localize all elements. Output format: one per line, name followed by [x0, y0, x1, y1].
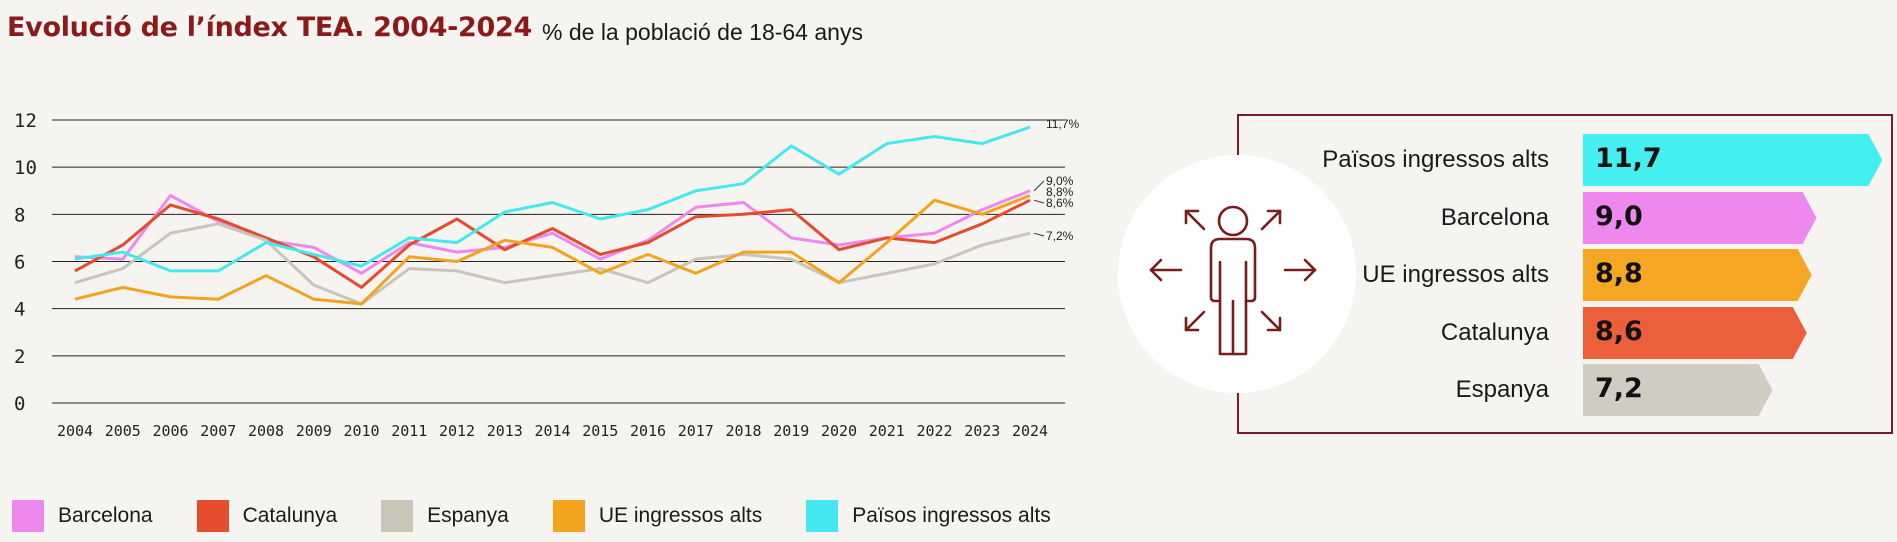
bar — [1583, 306, 1807, 359]
bar-value-label: 8,6 — [1595, 315, 1643, 347]
x-tick-label: 2008 — [248, 422, 284, 440]
bar-shape — [1583, 306, 1807, 359]
y-tick-label: 8 — [14, 204, 25, 226]
end-label-leader — [1033, 180, 1045, 192]
legend-label: Barcelona — [58, 504, 153, 527]
bar-value-label: 8,8 — [1595, 258, 1643, 289]
legend-swatch — [196, 500, 229, 532]
series-line — [74, 125, 1031, 273]
bar-category-label: Espanya — [1455, 376, 1549, 403]
legend-item: Països ingressos alts — [806, 500, 1051, 532]
legend-item: UE ingressos alts — [552, 500, 763, 532]
x-tick-label: 2024 — [1012, 422, 1048, 440]
x-tick-label: 2010 — [343, 422, 379, 440]
bar — [1583, 134, 1883, 186]
y-tick-label: 10 — [14, 157, 37, 179]
bar-shape — [1583, 191, 1817, 244]
series-line — [74, 194, 1031, 306]
bar-row: Barcelona 9,0 — [1247, 191, 1887, 244]
bar — [1583, 364, 1773, 416]
x-tick-label: 2011 — [391, 422, 427, 440]
bar-row: Països ingressos alts 11,7 — [1247, 134, 1887, 186]
end-value-label: 8,8% — [1046, 185, 1074, 199]
bar-category-label: Països ingressos alts — [1322, 146, 1549, 173]
series-line — [74, 222, 1031, 306]
end-label-leader — [1033, 232, 1045, 237]
chart-title: Evolució de l’índex TEA. 2004-2024 — [7, 12, 532, 43]
x-tick-label: 2021 — [869, 422, 905, 440]
end-value-label: 8,6% — [1046, 196, 1074, 210]
x-tick-label: 2009 — [296, 422, 332, 440]
bar-row: Espanya 7,2 — [1247, 364, 1887, 416]
end-value-label: 9,0% — [1046, 174, 1074, 188]
end-value-label: 7,2% — [1046, 229, 1074, 243]
y-tick-label: 0 — [14, 393, 25, 415]
x-tick-label: 2023 — [964, 422, 1000, 440]
bar-row: UE ingressos alts 8,8 — [1247, 249, 1887, 301]
x-tick-label: 2019 — [773, 422, 809, 440]
legend-label: Països ingressos alts — [852, 504, 1051, 527]
x-tick-label: 2007 — [200, 422, 236, 440]
bar-value-label: 11,7 — [1595, 143, 1662, 174]
legend-label: UE ingressos alts — [598, 504, 763, 527]
x-tick-label: 2020 — [821, 422, 857, 440]
bar-value-label: 9,0 — [1595, 200, 1643, 232]
legend-swatch — [381, 500, 414, 532]
bar-value-label: 7,2 — [1595, 373, 1643, 404]
x-tick-label: 2015 — [582, 422, 618, 440]
x-tick-label: 2016 — [630, 422, 666, 440]
legend-item: Catalunya — [196, 500, 338, 532]
x-tick-label: 2018 — [725, 422, 761, 440]
person-with-arrows-icon — [1149, 205, 1317, 356]
bar-category-label: Barcelona — [1440, 203, 1549, 231]
bar — [1583, 191, 1817, 244]
x-tick-label: 2022 — [916, 422, 952, 440]
bar — [1583, 249, 1812, 301]
x-tick-label: 2013 — [487, 422, 523, 440]
y-tick-label: 4 — [14, 299, 25, 321]
y-tick-label: 2 — [14, 346, 25, 368]
x-tick-label: 2005 — [105, 422, 141, 440]
x-tick-label: 2006 — [152, 422, 188, 440]
bar-shape — [1583, 249, 1812, 301]
bar-category-label: UE ingressos alts — [1362, 261, 1549, 288]
bar-category-label: Catalunya — [1440, 318, 1549, 346]
legend-swatch — [552, 500, 585, 532]
legend-label: Espanya — [427, 504, 509, 527]
x-tick-label: 2012 — [439, 422, 475, 440]
y-tick-label: 6 — [14, 252, 25, 274]
y-tick-label: 12 — [14, 110, 37, 132]
bar-shape — [1583, 364, 1773, 416]
bar-row: Catalunya 8,6 — [1247, 306, 1887, 359]
end-value-label: 11,7% — [1046, 117, 1079, 131]
chart-subtitle: % de la població de 18-64 anys — [542, 19, 863, 45]
x-tick-label: 2017 — [678, 422, 714, 440]
series-line — [74, 198, 1031, 289]
x-tick-label: 2004 — [57, 422, 93, 440]
legend-swatch — [806, 500, 839, 532]
x-tick-label: 2014 — [534, 422, 570, 440]
legend-swatch — [12, 500, 44, 532]
series-line — [74, 189, 1031, 275]
legend-item: Barcelona — [12, 500, 153, 532]
line-chart: 0 2 4 6 8 10 12 2004 2005 2006 2007 2008 2009 2010 201… — [14, 110, 1079, 440]
bar-shape — [1583, 134, 1883, 186]
chart-legend: Barcelona Catalunya Espanya UE ingressos al… — [12, 500, 1095, 532]
end-label-leader — [1033, 199, 1045, 204]
legend-item: Espanya — [381, 500, 509, 532]
legend-label: Catalunya — [242, 504, 338, 527]
